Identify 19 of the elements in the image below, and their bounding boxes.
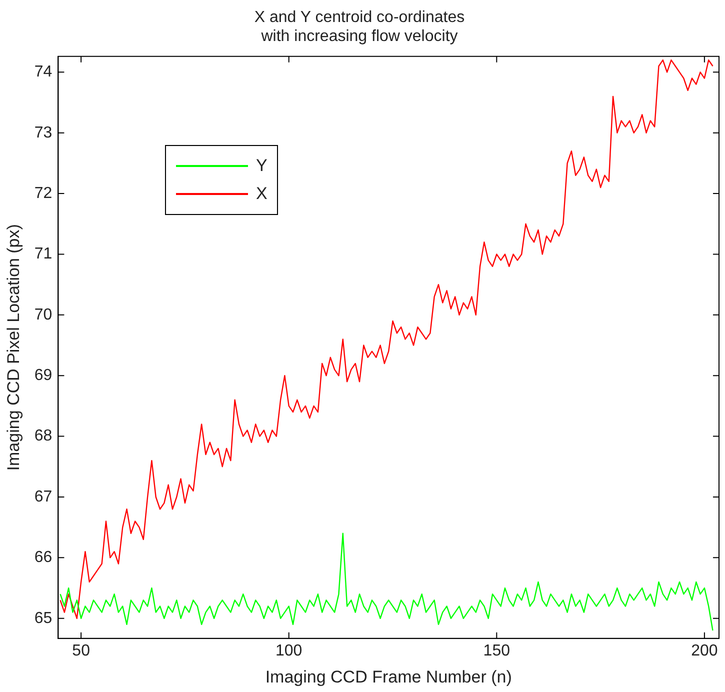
y-tick-label: 71	[34, 246, 52, 263]
y-tick-label: 73	[34, 124, 52, 142]
x-tick-label: 100	[276, 642, 302, 660]
y-tick-label: 74	[34, 64, 52, 81]
y-tick-label: 66	[34, 549, 52, 566]
legend-label: X	[256, 184, 268, 204]
y-tick-label: 67	[34, 488, 52, 506]
x-axis-title: Imaging CCD Frame Number (n)	[265, 667, 512, 686]
y-axis-title: Imaging CCD Pixel Location (px)	[4, 224, 23, 471]
x-tick-label: 200	[691, 642, 718, 660]
chart-title: X and Y centroid co-ordinates with increasing flow velocity	[254, 9, 465, 46]
x-tick-label: 150	[483, 642, 510, 660]
y-tick-label: 65	[34, 610, 52, 627]
x-tick-label: 50	[72, 642, 90, 660]
y-tick-label: 72	[34, 184, 52, 202]
y-tick-label: 69	[34, 367, 52, 384]
legend-label: Y	[256, 156, 268, 176]
y-tick-label: 70	[34, 306, 52, 324]
y-tick-label: 68	[34, 428, 52, 445]
